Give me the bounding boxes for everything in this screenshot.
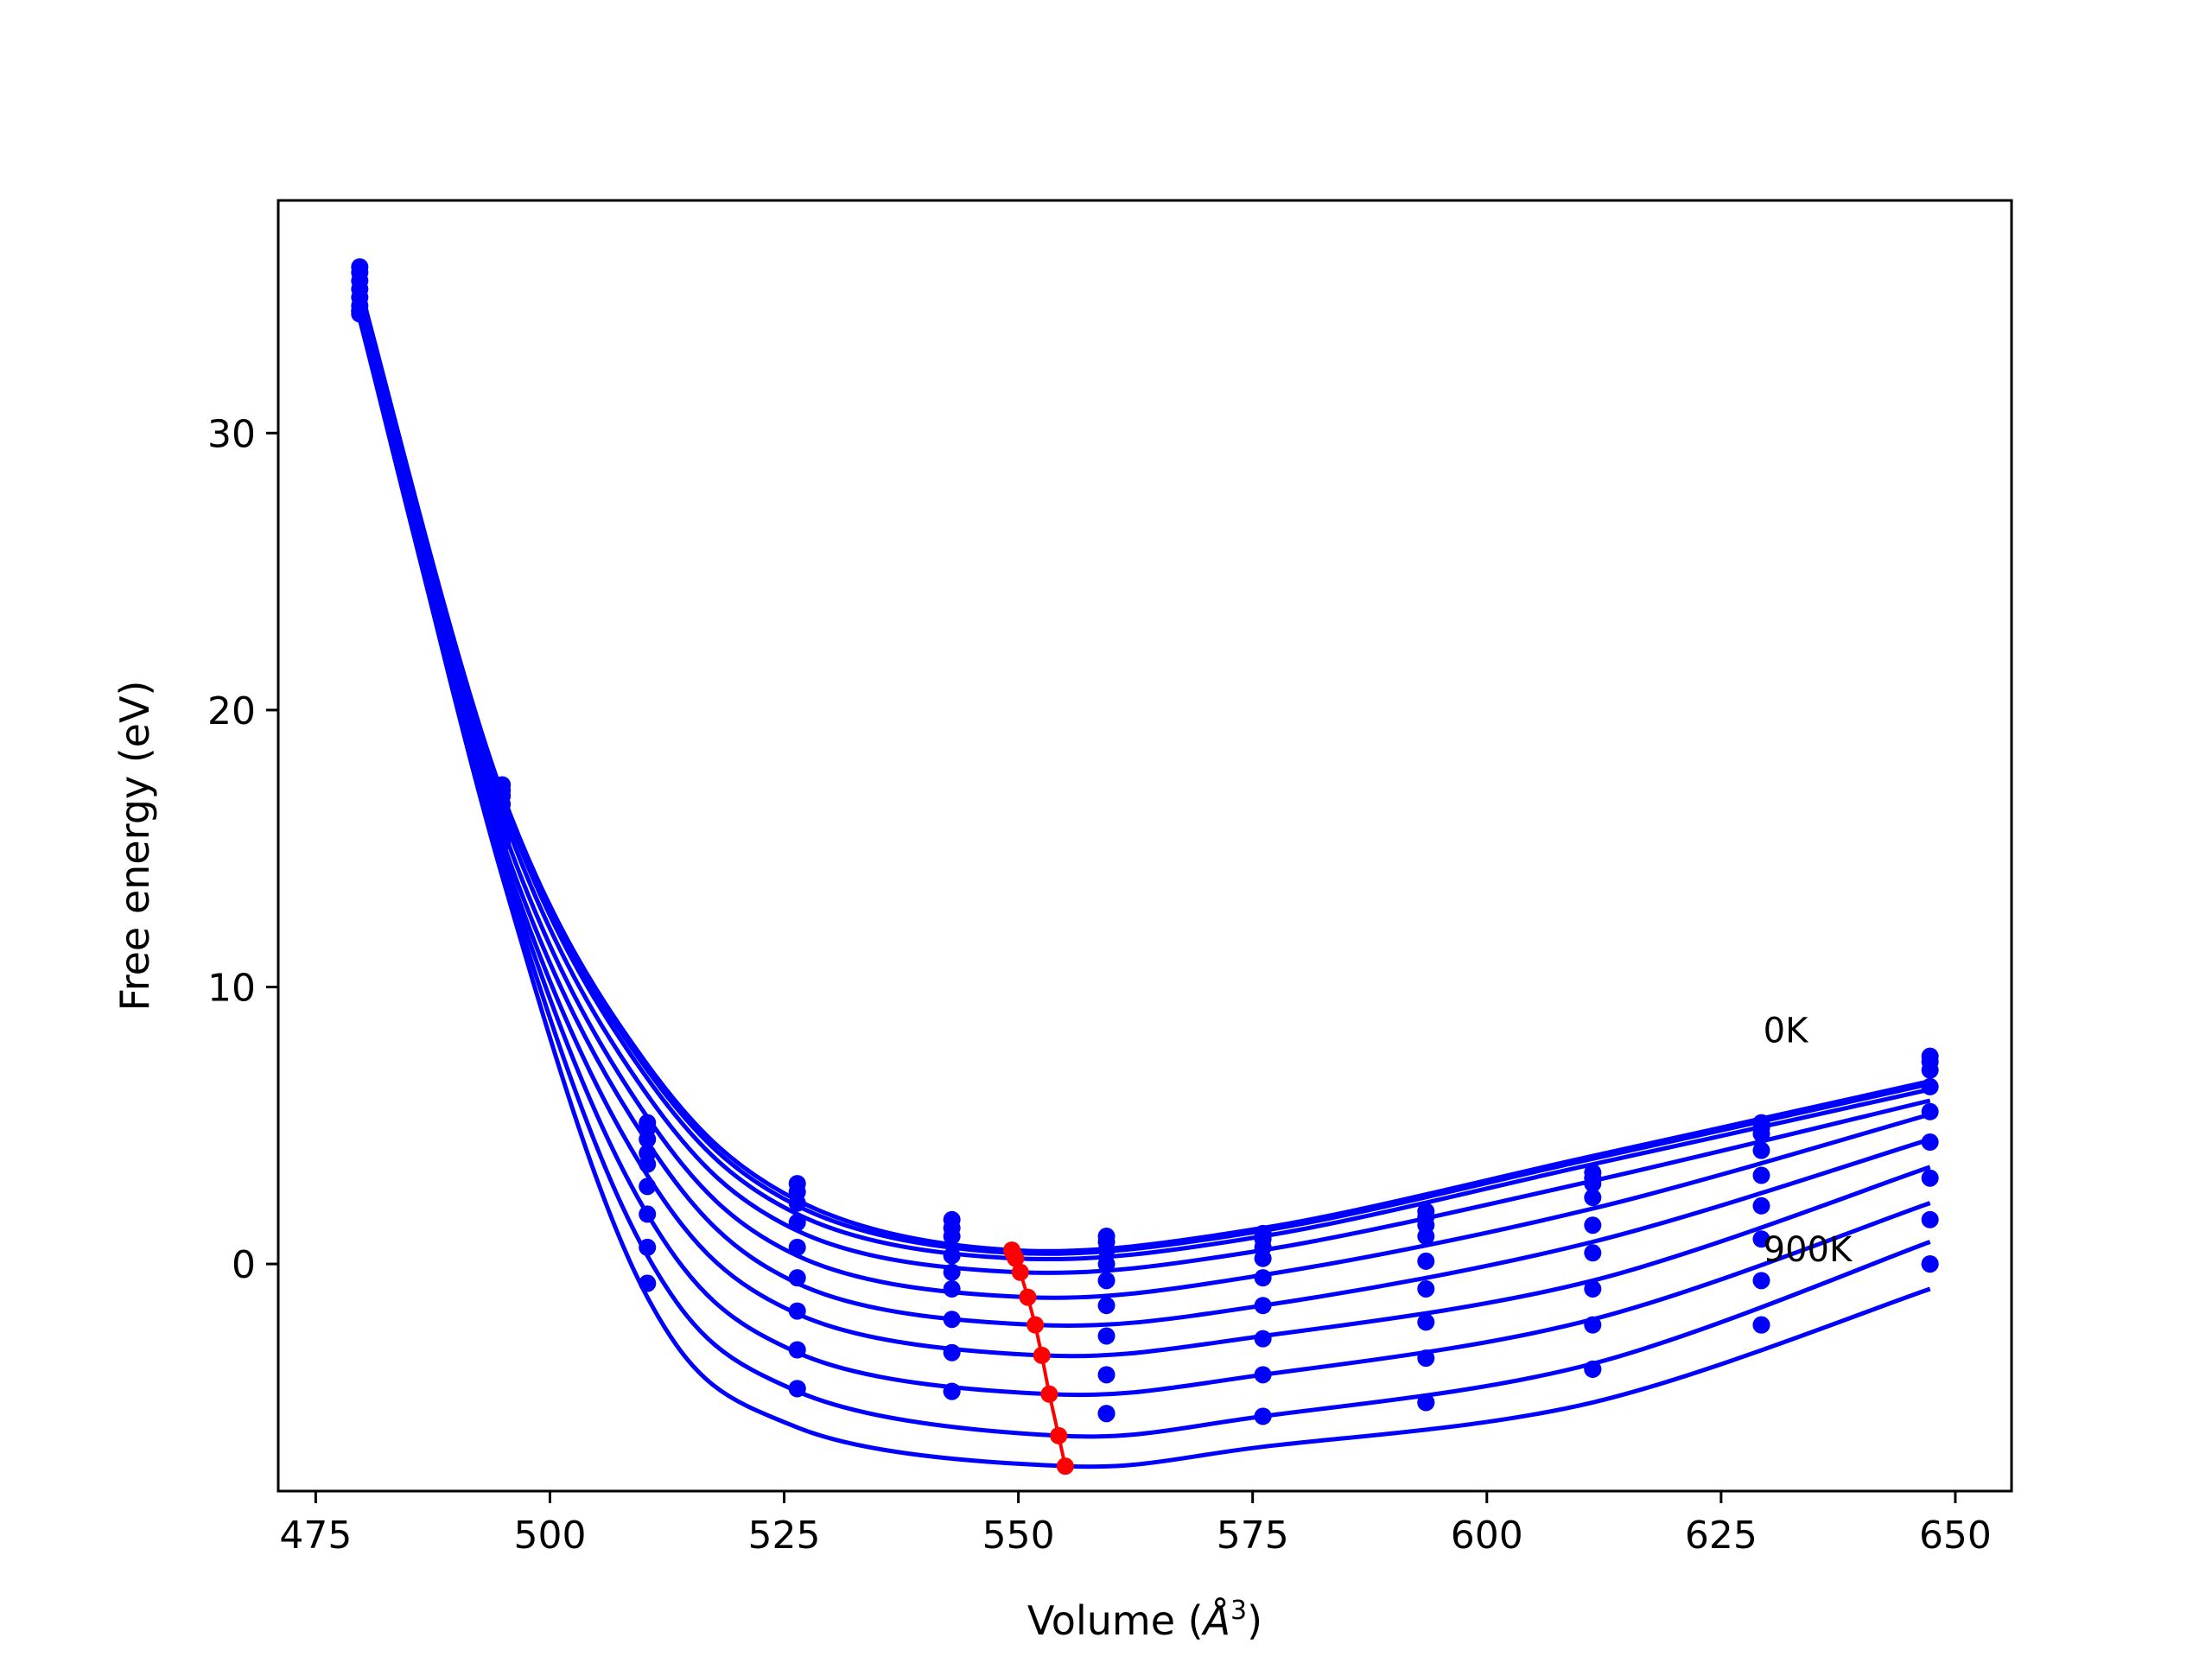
- x-axis-label-unit: Å: [1201, 1597, 1230, 1644]
- data-point-s3-5: [1097, 1255, 1116, 1273]
- minima-point-4: [1019, 1288, 1037, 1306]
- data-point-s9-9: [1752, 1316, 1770, 1334]
- x-axis-label-exponent: 3: [1230, 1596, 1247, 1626]
- data-point-s9-5: [1097, 1405, 1116, 1423]
- y-tick-label-30: 30: [207, 412, 256, 456]
- x-tick-label-625: 625: [1685, 1514, 1758, 1558]
- data-point-s4-4: [943, 1263, 961, 1281]
- minima-point-9: [1056, 1457, 1074, 1476]
- data-point-s2-2: [639, 1130, 657, 1148]
- data-point-s9-10: [1921, 1255, 1939, 1273]
- data-point-s9-7: [1417, 1393, 1435, 1412]
- data-point-s6-7: [1417, 1313, 1435, 1331]
- x-tick-label-600: 600: [1451, 1514, 1523, 1558]
- minima-point-5: [1027, 1316, 1045, 1334]
- x-tick-label-550: 550: [982, 1514, 1055, 1558]
- axes-frame: [276, 199, 2013, 1493]
- data-point-s5-8: [1584, 1244, 1602, 1262]
- x-axis-label-end: ): [1247, 1597, 1262, 1644]
- data-point-s4-5: [1097, 1272, 1116, 1290]
- data-point-s5-3: [788, 1269, 806, 1287]
- data-point-s2-10: [1921, 1061, 1939, 1079]
- data-point-s5-7: [1417, 1279, 1435, 1298]
- x-tick-label-650: 650: [1919, 1514, 1992, 1558]
- x-tick-label-525: 525: [748, 1514, 821, 1558]
- data-point-s5-2: [639, 1177, 657, 1196]
- data-point-s7-2: [639, 1238, 657, 1256]
- y-tick-label-0: 0: [232, 1243, 256, 1287]
- data-point-s3-10: [1921, 1077, 1939, 1095]
- data-point-s6-9: [1752, 1230, 1770, 1248]
- fit-curve-4: [357, 305, 1931, 1300]
- data-point-s9-0: [351, 302, 369, 321]
- data-point-s4-8: [1584, 1216, 1602, 1235]
- data-point-s7-6: [1254, 1366, 1272, 1384]
- x-tick-label-500: 500: [513, 1514, 586, 1558]
- data-point-s3-9: [1752, 1141, 1770, 1159]
- data-point-s4-9: [1752, 1166, 1770, 1184]
- data-point-s3-8: [1584, 1189, 1602, 1207]
- annotation-0: 0K: [1764, 1012, 1809, 1051]
- data-point-s3-3: [788, 1214, 806, 1232]
- data-point-s9-1: [493, 834, 512, 852]
- data-point-s2-3: [788, 1194, 806, 1212]
- data-point-s6-10: [1921, 1169, 1939, 1187]
- data-point-s7-3: [788, 1341, 806, 1359]
- data-point-s3-6: [1254, 1249, 1272, 1267]
- data-point-s7-10: [1921, 1210, 1939, 1228]
- data-point-s6-5: [1097, 1327, 1116, 1345]
- y-tick-label-20: 20: [207, 689, 256, 733]
- data-point-s5-6: [1254, 1297, 1272, 1315]
- data-point-s9-4: [943, 1382, 961, 1400]
- data-point-s6-6: [1254, 1330, 1272, 1348]
- y-tick-label-10: 10: [207, 967, 256, 1011]
- data-point-s6-8: [1584, 1279, 1602, 1298]
- data-point-s7-4: [943, 1343, 961, 1362]
- data-point-s9-2: [639, 1274, 657, 1292]
- annotation-1: 900K: [1764, 1230, 1853, 1270]
- data-point-s6-4: [943, 1311, 961, 1329]
- fit-curve-5: [357, 310, 1931, 1329]
- data-point-s9-6: [1254, 1407, 1272, 1425]
- data-point-s4-6: [1254, 1269, 1272, 1287]
- minima-point-7: [1040, 1385, 1058, 1403]
- data-point-s6-3: [788, 1302, 806, 1320]
- data-point-s3-7: [1417, 1228, 1435, 1246]
- minima-point-2: [1007, 1249, 1025, 1267]
- data-point-s3-4: [943, 1247, 961, 1265]
- plot-area: 0K 900K: [351, 257, 1939, 1476]
- data-point-s7-7: [1417, 1349, 1435, 1368]
- data-point-s5-4: [943, 1279, 961, 1298]
- fit-curve-9: [357, 308, 1931, 1469]
- data-point-s4-10: [1921, 1102, 1939, 1120]
- data-point-s2-9: [1752, 1125, 1770, 1143]
- minima-point-8: [1050, 1426, 1068, 1444]
- data-point-s6-2: [639, 1205, 657, 1223]
- data-point-s5-9: [1752, 1196, 1770, 1215]
- data-point-s2-5: [1097, 1241, 1116, 1260]
- y-axis-label: Free energy (eV): [111, 681, 158, 1012]
- data-point-s2-4: [943, 1228, 961, 1246]
- data-point-s2-8: [1584, 1175, 1602, 1193]
- x-axis-label: Volume (Å3): [1027, 1596, 1262, 1644]
- data-point-s7-8: [1584, 1316, 1602, 1334]
- minima-point-6: [1033, 1346, 1051, 1364]
- x-tick-label-475: 475: [279, 1514, 352, 1558]
- data-point-s5-10: [1921, 1133, 1939, 1152]
- tick-layer: 475 500 525 550 575 600 625 650 0 10 20 30: [207, 412, 1992, 1558]
- data-point-s5-5: [1097, 1297, 1116, 1315]
- x-tick-label-575: 575: [1217, 1514, 1289, 1558]
- data-point-s7-9: [1752, 1272, 1770, 1290]
- data-point-s9-8: [1584, 1360, 1602, 1378]
- data-point-s7-5: [1097, 1366, 1116, 1384]
- minima-point-3: [1011, 1263, 1029, 1281]
- data-point-s4-2: [639, 1155, 657, 1173]
- data-point-s4-7: [1417, 1252, 1435, 1270]
- x-axis-label-text: Volume (: [1027, 1597, 1204, 1644]
- data-point-s9-3: [788, 1380, 806, 1398]
- data-point-s4-3: [788, 1238, 806, 1256]
